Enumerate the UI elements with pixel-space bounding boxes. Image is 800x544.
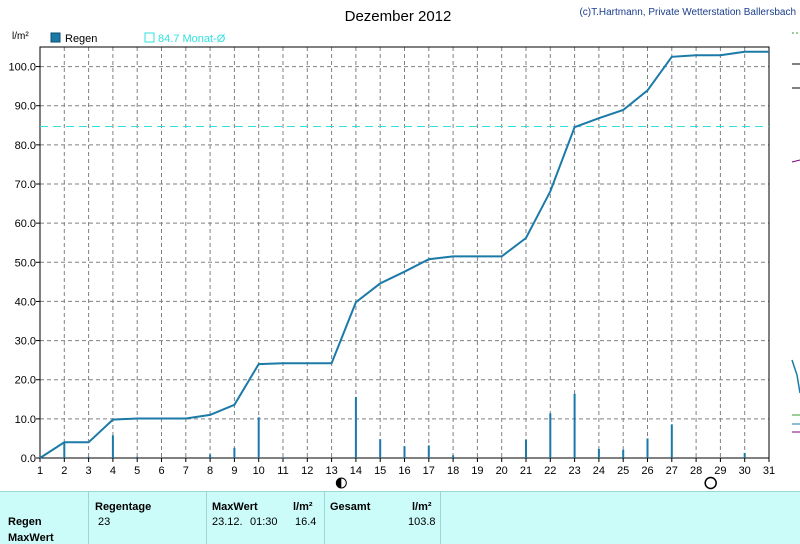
daily-rain-bar bbox=[549, 413, 552, 458]
table-divider bbox=[206, 492, 207, 544]
legend-label-regen: Regen bbox=[65, 33, 97, 45]
daily-rain-bar bbox=[743, 452, 746, 458]
x-tick-label: 19 bbox=[471, 465, 483, 477]
maxwert-date: 23.12. bbox=[212, 516, 243, 528]
table-divider bbox=[88, 492, 89, 544]
legend-swatch-regen bbox=[50, 32, 61, 43]
x-tick-label: 12 bbox=[301, 465, 313, 477]
maxwert-header: MaxWert bbox=[212, 501, 258, 513]
legend: Regen 84.7 Monat-Ø bbox=[50, 32, 226, 45]
x-tick-label: 15 bbox=[374, 465, 386, 477]
full-moon-icon bbox=[704, 476, 717, 490]
daily-rain-bar bbox=[282, 457, 284, 459]
x-tick-label: 24 bbox=[593, 465, 605, 477]
gesamt-header: Gesamt bbox=[330, 501, 371, 513]
x-tick-label: 25 bbox=[617, 465, 629, 477]
x-tick-label: 27 bbox=[666, 465, 678, 477]
daily-rain-bar bbox=[670, 424, 673, 458]
daily-rain-bar bbox=[87, 456, 90, 458]
daily-rain-bar bbox=[525, 439, 527, 458]
y-tick-label: 100.0 bbox=[8, 62, 36, 74]
daily-rain-bar bbox=[379, 439, 382, 458]
daily-rain-bar bbox=[403, 446, 406, 458]
row-label-maxwert: MaxWert bbox=[8, 532, 54, 544]
daily-rain-bars bbox=[63, 393, 746, 459]
y-tick-label: 20.0 bbox=[15, 375, 36, 387]
daily-rain-bar bbox=[63, 442, 66, 458]
table-divider bbox=[324, 492, 325, 544]
x-tick-label: 26 bbox=[641, 465, 653, 477]
rain-chart: Dezember 2012 (c)T.Hartmann, Private Wet… bbox=[8, 7, 800, 490]
x-tick-label: 6 bbox=[158, 465, 164, 477]
maxwert-time: 01:30 bbox=[250, 516, 278, 528]
y-tick-label: 0.0 bbox=[21, 453, 36, 465]
x-axis: 1 2 3 4 5 6 7 8 9 10 11 12 13 14 15 16 17 18 19 20 21 22 23 24 2… bbox=[37, 458, 775, 477]
daily-rain-bar bbox=[597, 448, 600, 458]
daily-rain-bar bbox=[233, 447, 236, 458]
daily-rain-bar bbox=[452, 455, 455, 458]
y-axis: 0.0 10.0 20.0 30.0 40.0 50.0 60.0 70.0 80.0 90.0 1… bbox=[8, 62, 40, 465]
y-tick-label: 40.0 bbox=[15, 296, 36, 308]
legend-swatch-average bbox=[144, 32, 155, 43]
maxwert-unit: l/m² bbox=[293, 501, 313, 513]
x-tick-label: 31 bbox=[763, 465, 775, 477]
x-tick-label: 10 bbox=[253, 465, 265, 477]
x-tick-label: 2 bbox=[61, 465, 67, 477]
daily-rain-bar bbox=[573, 393, 576, 458]
new-moon-icon-shade bbox=[336, 478, 342, 488]
x-tick-label: 5 bbox=[134, 465, 140, 477]
y-axis-label: l/m² bbox=[12, 31, 29, 42]
grid bbox=[40, 47, 769, 458]
maxwert-value: 16.4 bbox=[295, 516, 317, 528]
y-tick-label: 70.0 bbox=[15, 179, 36, 191]
daily-rain-bar bbox=[354, 396, 357, 458]
x-tick-label: 18 bbox=[447, 465, 459, 477]
legend-label-average: 84.7 Monat-Ø bbox=[158, 33, 226, 45]
regentage-header: Regentage bbox=[95, 501, 152, 513]
x-tick-label: 16 bbox=[398, 465, 410, 477]
y-tick-label: 30.0 bbox=[15, 336, 36, 348]
x-tick-label: 22 bbox=[544, 465, 556, 477]
daily-rain-bar bbox=[136, 456, 139, 458]
x-tick-label: 17 bbox=[423, 465, 435, 477]
y-tick-label: 10.0 bbox=[15, 414, 36, 426]
row-label-regen: Regen bbox=[8, 516, 42, 528]
y-tick-label: 80.0 bbox=[15, 140, 36, 152]
chart-title: Dezember 2012 bbox=[345, 8, 452, 25]
y-tick-label: 50.0 bbox=[15, 257, 36, 269]
x-tick-label: 7 bbox=[183, 465, 189, 477]
moon-phases bbox=[335, 476, 717, 490]
x-tick-label: 9 bbox=[231, 465, 237, 477]
x-tick-label: 20 bbox=[496, 465, 508, 477]
x-tick-label: 4 bbox=[110, 465, 116, 477]
daily-rain-bar bbox=[209, 454, 212, 458]
cumulative-rain-line bbox=[39, 50, 769, 459]
x-tick-label: 13 bbox=[325, 465, 337, 477]
x-tick-label: 28 bbox=[690, 465, 702, 477]
daily-rain-bar bbox=[111, 435, 114, 458]
y-tick-label: 60.0 bbox=[15, 218, 36, 230]
x-tick-label: 14 bbox=[350, 465, 362, 477]
x-tick-label: 30 bbox=[739, 465, 751, 477]
gesamt-value: 103.8 bbox=[408, 516, 436, 528]
daily-rain-bar bbox=[646, 438, 649, 458]
x-tick-label: 29 bbox=[714, 465, 726, 477]
right-edge-strip bbox=[791, 32, 800, 433]
y-tick-label: 90.0 bbox=[15, 101, 36, 113]
x-tick-label: 8 bbox=[207, 465, 213, 477]
gesamt-unit: l/m² bbox=[412, 501, 432, 513]
x-tick-label: 21 bbox=[520, 465, 532, 477]
regentage-value: 23 bbox=[98, 516, 111, 528]
stats-table: Regen MaxWert Regentage 23 MaxWert l/m² … bbox=[0, 491, 800, 544]
x-tick-label: 11 bbox=[277, 465, 288, 477]
daily-rain-bar bbox=[427, 445, 430, 458]
x-tick-label: 23 bbox=[568, 465, 580, 477]
x-tick-label: 3 bbox=[86, 465, 92, 477]
x-tick-label: 1 bbox=[37, 465, 43, 477]
table-divider bbox=[440, 492, 441, 544]
daily-rain-bar bbox=[622, 449, 625, 458]
copyright-text: (c)T.Hartmann, Private Wetterstation Bal… bbox=[579, 7, 796, 18]
daily-rain-bar bbox=[257, 417, 260, 458]
